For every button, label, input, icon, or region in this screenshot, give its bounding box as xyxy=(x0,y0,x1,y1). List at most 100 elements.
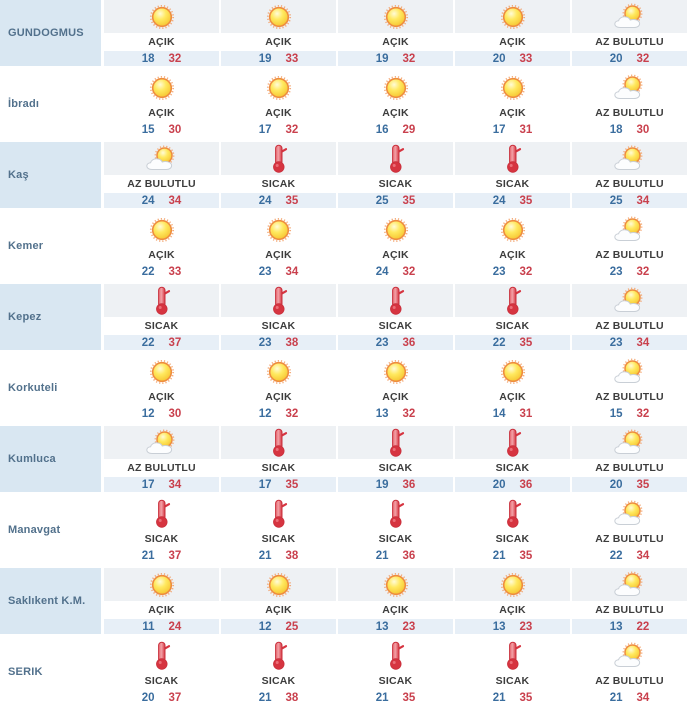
max-temp: 32 xyxy=(636,407,650,420)
weather-icon-band xyxy=(572,284,687,317)
sun-behind-cloud-icon xyxy=(613,216,647,243)
sun-icon xyxy=(383,359,409,385)
min-temp: 21 xyxy=(492,691,506,704)
sun-behind-cloud-icon xyxy=(613,3,647,30)
sun-icon xyxy=(266,572,292,598)
city-name[interactable]: Kaş xyxy=(0,142,101,208)
forecast-cell: SICAK 21 37 xyxy=(104,497,219,563)
thermometer-icon xyxy=(385,641,407,670)
forecast-days: AZ BULUTLU 17 34 SICAK 17 35 SICAK 19 36 SICAK… xyxy=(104,426,687,492)
max-temp: 35 xyxy=(519,194,533,207)
forecast-cell: AÇIK 15 30 xyxy=(104,71,219,137)
city-name[interactable]: İbradı xyxy=(0,71,101,137)
min-temp: 21 xyxy=(609,691,623,704)
sun-icon xyxy=(383,217,409,243)
max-temp: 31 xyxy=(519,407,533,420)
city-name[interactable]: SERIK xyxy=(0,639,101,705)
forecast-cell: SICAK 21 35 xyxy=(455,639,570,705)
sun-behind-cloud-icon xyxy=(613,571,647,598)
forecast-cell: AZ BULUTLU 20 35 xyxy=(572,426,687,492)
weather-icon-band xyxy=(572,497,687,530)
min-temp: 23 xyxy=(609,265,623,278)
min-temp: 13 xyxy=(609,620,623,633)
max-temp: 22 xyxy=(636,620,650,633)
weather-icon-band xyxy=(455,213,570,246)
city-name[interactable]: Manavgat xyxy=(0,497,101,563)
forecast-cell: AZ BULUTLU 13 22 xyxy=(572,568,687,634)
forecast-cell: AÇIK 23 32 xyxy=(455,213,570,279)
temperature-range: 24 34 xyxy=(104,193,219,208)
forecast-cell: SICAK 25 35 xyxy=(338,142,453,208)
forecast-cell: SICAK 21 36 xyxy=(338,497,453,563)
sun-icon xyxy=(149,572,175,598)
weather-icon-band xyxy=(572,71,687,104)
temperature-range: 13 23 xyxy=(338,619,453,634)
min-temp: 24 xyxy=(492,194,506,207)
condition-label: AÇIK xyxy=(221,388,336,406)
thermometer-icon xyxy=(502,286,524,315)
min-temp: 16 xyxy=(375,123,389,136)
temperature-range: 20 32 xyxy=(572,51,687,66)
city-name[interactable]: Korkuteli xyxy=(0,355,101,421)
min-temp: 21 xyxy=(375,691,389,704)
weather-icon-band xyxy=(221,568,336,601)
max-temp: 34 xyxy=(636,336,650,349)
city-name[interactable]: Kemer xyxy=(0,213,101,279)
forecast-cell: AÇIK 13 23 xyxy=(338,568,453,634)
sun-icon xyxy=(383,75,409,101)
temperature-range: 24 32 xyxy=(338,264,453,279)
temperature-range: 24 35 xyxy=(221,193,336,208)
condition-label: SICAK xyxy=(338,317,453,335)
forecast-cell: SICAK 22 37 xyxy=(104,284,219,350)
forecast-days: AÇIK 18 32 AÇIK 19 33 AÇIK 19 32 AÇIK 20 33 AZ B… xyxy=(104,0,687,66)
weather-icon-band xyxy=(221,355,336,388)
temperature-range: 20 37 xyxy=(104,690,219,705)
condition-label: AZ BULUTLU xyxy=(572,672,687,690)
temperature-range: 15 30 xyxy=(104,122,219,137)
city-name[interactable]: GUNDOGMUS xyxy=(0,0,101,66)
temperature-range: 21 35 xyxy=(455,690,570,705)
max-temp: 38 xyxy=(285,336,299,349)
weather-icon-band xyxy=(338,142,453,175)
temperature-range: 21 38 xyxy=(221,690,336,705)
temperature-range: 12 30 xyxy=(104,406,219,421)
sun-icon xyxy=(500,359,526,385)
weather-icon-band xyxy=(221,213,336,246)
forecast-cell: AZ BULUTLU 18 30 xyxy=(572,71,687,137)
condition-label: SICAK xyxy=(338,175,453,193)
sun-icon xyxy=(500,75,526,101)
weather-icon-band xyxy=(104,142,219,175)
temperature-range: 18 32 xyxy=(104,51,219,66)
max-temp: 35 xyxy=(402,691,416,704)
min-temp: 19 xyxy=(258,52,272,65)
max-temp: 35 xyxy=(519,549,533,562)
forecast-row: İbradı AÇIK 15 30 AÇIK 17 32 AÇIK 16 29 AÇIK 17… xyxy=(0,71,687,137)
forecast-row: Kumluca AZ BULUTLU 17 34 SICAK 17 35 SICAK 19… xyxy=(0,426,687,492)
condition-label: AÇIK xyxy=(338,601,453,619)
condition-label: SICAK xyxy=(104,317,219,335)
condition-label: SICAK xyxy=(338,459,453,477)
min-temp: 22 xyxy=(609,549,623,562)
city-name[interactable]: Kumluca xyxy=(0,426,101,492)
condition-label: SICAK xyxy=(455,672,570,690)
temperature-range: 17 31 xyxy=(455,122,570,137)
min-temp: 12 xyxy=(258,620,272,633)
max-temp: 37 xyxy=(168,549,182,562)
forecast-cell: SICAK 21 35 xyxy=(338,639,453,705)
temperature-range: 23 36 xyxy=(338,335,453,350)
max-temp: 32 xyxy=(285,407,299,420)
sun-behind-cloud-icon xyxy=(613,74,647,101)
condition-label: AÇIK xyxy=(221,33,336,51)
sun-icon xyxy=(266,75,292,101)
temperature-range: 13 22 xyxy=(572,619,687,634)
temperature-range: 23 38 xyxy=(221,335,336,350)
thermometer-icon xyxy=(385,144,407,173)
sun-icon xyxy=(149,217,175,243)
temperature-range: 19 33 xyxy=(221,51,336,66)
city-name[interactable]: Kepez xyxy=(0,284,101,350)
city-name[interactable]: Saklıkent K.M. xyxy=(0,568,101,634)
weather-icon-band xyxy=(455,284,570,317)
min-temp: 11 xyxy=(142,620,155,633)
max-temp: 36 xyxy=(402,336,416,349)
max-temp: 32 xyxy=(402,265,416,278)
